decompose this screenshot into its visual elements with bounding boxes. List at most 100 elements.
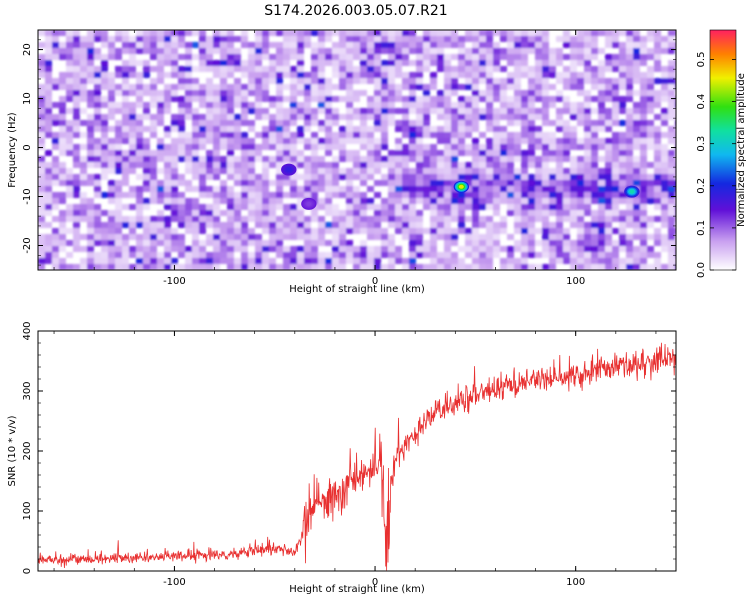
heatmap-cell bbox=[542, 144, 549, 150]
heatmap-cell bbox=[248, 48, 255, 54]
heatmap-cell bbox=[227, 90, 234, 96]
heatmap-cell bbox=[206, 222, 213, 228]
heatmap-cell bbox=[556, 246, 563, 252]
heatmap-cell bbox=[388, 198, 395, 204]
heatmap-cell bbox=[178, 42, 185, 48]
heatmap-cell bbox=[563, 36, 570, 42]
heatmap-cell bbox=[458, 210, 465, 216]
heatmap-cell bbox=[213, 192, 220, 198]
heatmap-cell bbox=[255, 234, 262, 240]
heatmap-cell bbox=[626, 114, 633, 120]
heatmap-cell bbox=[598, 246, 605, 252]
heatmap-cell bbox=[318, 30, 325, 36]
heatmap-cell bbox=[255, 84, 262, 90]
heatmap-cell bbox=[647, 120, 654, 126]
heatmap-cell bbox=[45, 102, 52, 108]
heatmap-cell bbox=[269, 246, 276, 252]
heatmap-cell bbox=[185, 228, 192, 234]
heatmap-cell bbox=[318, 186, 325, 192]
heatmap-cell bbox=[563, 240, 570, 246]
heatmap-cell bbox=[472, 222, 479, 228]
heatmap-cell bbox=[430, 144, 437, 150]
heatmap-cell bbox=[136, 30, 143, 36]
heatmap-cell bbox=[521, 138, 528, 144]
heatmap-cell bbox=[542, 180, 549, 186]
heatmap-cell bbox=[605, 42, 612, 48]
heatmap-cell bbox=[325, 174, 332, 180]
heatmap-cell bbox=[570, 186, 577, 192]
heatmap-cell bbox=[661, 264, 668, 270]
heatmap-cell bbox=[521, 156, 528, 162]
heatmap-cell bbox=[234, 204, 241, 210]
heatmap-cell bbox=[388, 162, 395, 168]
heatmap-cell bbox=[283, 42, 290, 48]
heatmap-cell bbox=[353, 246, 360, 252]
heatmap-cell bbox=[668, 84, 675, 90]
heatmap-cell bbox=[402, 234, 409, 240]
heatmap-cell bbox=[248, 234, 255, 240]
heatmap-cell bbox=[521, 36, 528, 42]
heatmap-cell bbox=[255, 108, 262, 114]
heatmap-cell bbox=[563, 180, 570, 186]
heatmap-cell bbox=[143, 258, 150, 264]
heatmap-cell bbox=[94, 234, 101, 240]
y-tick-label: -20 bbox=[22, 237, 33, 253]
heatmap-cell bbox=[430, 174, 437, 180]
heatmap-cell bbox=[591, 138, 598, 144]
heatmap-cell bbox=[633, 222, 640, 228]
heatmap-cell bbox=[612, 36, 619, 42]
heatmap-cell bbox=[94, 66, 101, 72]
heatmap-cell bbox=[633, 54, 640, 60]
heatmap-cell bbox=[367, 174, 374, 180]
heatmap-cell bbox=[451, 180, 458, 186]
heatmap-cell bbox=[472, 198, 479, 204]
heatmap-cell bbox=[136, 132, 143, 138]
x-tick-label: 0 bbox=[372, 276, 378, 287]
heatmap-cell bbox=[255, 186, 262, 192]
heatmap-cell bbox=[171, 216, 178, 222]
heatmap-cell bbox=[654, 60, 661, 66]
heatmap-cell bbox=[507, 42, 514, 48]
heatmap-cell bbox=[556, 204, 563, 210]
heatmap-cell bbox=[605, 204, 612, 210]
heatmap-cell bbox=[290, 78, 297, 84]
heatmap-cell bbox=[535, 108, 542, 114]
heatmap-cell bbox=[234, 198, 241, 204]
heatmap-cell bbox=[325, 252, 332, 258]
heatmap-cell bbox=[486, 240, 493, 246]
heatmap-cell bbox=[409, 264, 416, 270]
heatmap-cell bbox=[227, 228, 234, 234]
heatmap-cell bbox=[584, 198, 591, 204]
heatmap-cell bbox=[73, 150, 80, 156]
heatmap-cell bbox=[507, 114, 514, 120]
heatmap-cell bbox=[38, 114, 45, 120]
heatmap-cell bbox=[94, 174, 101, 180]
heatmap-cell bbox=[262, 48, 269, 54]
heatmap-cell bbox=[395, 150, 402, 156]
heatmap-cell bbox=[514, 228, 521, 234]
heatmap-cell bbox=[633, 138, 640, 144]
heatmap-cell bbox=[605, 78, 612, 84]
heatmap-cell bbox=[325, 48, 332, 54]
heatmap-cell bbox=[584, 60, 591, 66]
heatmap-cell bbox=[38, 138, 45, 144]
heatmap-cell bbox=[227, 174, 234, 180]
heatmap-cell bbox=[640, 234, 647, 240]
heatmap-cell bbox=[339, 78, 346, 84]
heatmap-cell bbox=[437, 216, 444, 222]
heatmap-cell bbox=[367, 144, 374, 150]
heatmap-cell bbox=[206, 108, 213, 114]
heatmap-cell bbox=[157, 150, 164, 156]
heatmap-cell bbox=[472, 36, 479, 42]
heatmap-feature bbox=[301, 197, 317, 210]
heatmap-cell bbox=[479, 174, 486, 180]
heatmap-cell bbox=[458, 228, 465, 234]
heatmap-cell bbox=[332, 114, 339, 120]
heatmap-cell bbox=[227, 198, 234, 204]
heatmap-cell bbox=[507, 144, 514, 150]
y-tick-label: 0 bbox=[22, 568, 33, 574]
heatmap-cell bbox=[220, 30, 227, 36]
heatmap-cell bbox=[507, 150, 514, 156]
heatmap-cell bbox=[192, 66, 199, 72]
heatmap-cell bbox=[633, 132, 640, 138]
